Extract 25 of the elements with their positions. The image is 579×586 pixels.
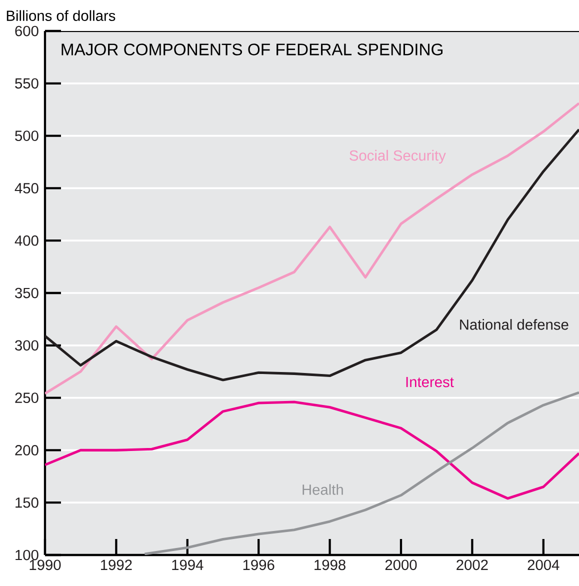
- y-tick-label: 600: [15, 26, 38, 36]
- x-tick-label: 2004: [528, 560, 560, 570]
- x-tick-label: 1996: [243, 560, 274, 570]
- text: MAJOR COMPONENTS OF FEDERAL SPENDING: [62, 44, 442, 56]
- x-tick-label: 1994: [172, 560, 204, 570]
- y-tick-label: 300: [15, 340, 38, 351]
- y-tick-label: 350: [15, 288, 38, 298]
- y-tick-label: 250: [15, 392, 38, 403]
- x-tick-label: 2000: [385, 560, 417, 570]
- y-tick-label: 200: [15, 445, 38, 456]
- x-tick-label: 1998: [314, 560, 346, 570]
- x-tick-label: 2002: [456, 560, 488, 570]
- series-label: Health: [302, 484, 343, 495]
- series-label: National defense: [460, 319, 568, 330]
- y-tick-label: 550: [15, 78, 38, 89]
- y-axis-title: Billions of dollars: [6, 10, 116, 21]
- y-tick-label: 400: [14, 235, 38, 246]
- x-tick-label: 1990: [30, 560, 61, 570]
- series-label: Social Security: [350, 150, 446, 164]
- y-tick-label: 450: [14, 183, 38, 194]
- y-tick-label: 500: [15, 130, 38, 141]
- text: Interest: [406, 376, 454, 388]
- x-tick-label: 1992: [100, 560, 132, 570]
- y-tick-label: 150: [16, 497, 38, 508]
- y-tick-label: 100: [16, 550, 38, 560]
